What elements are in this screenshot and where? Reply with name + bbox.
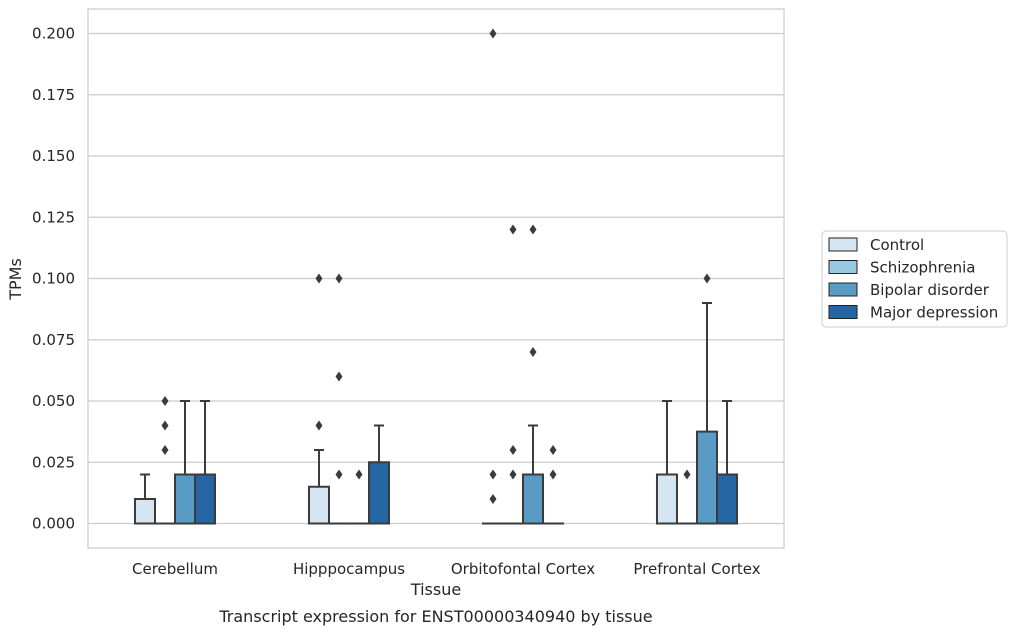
y-axis-title: TPMs [6, 258, 25, 301]
box [368, 461, 391, 525]
outlier-point [683, 469, 691, 480]
outlier-point [489, 469, 497, 480]
outlier-point [335, 371, 343, 382]
x-axis-title: Tissue [410, 580, 461, 599]
box-1-1 [327, 273, 350, 525]
y-tick-label: 0.200 [32, 25, 75, 43]
box-3-1 [675, 469, 698, 525]
x-tick-label: Orbitofontal Cortex [451, 560, 595, 578]
outlier-point [529, 347, 537, 357]
outlier-point [529, 224, 537, 235]
chart-caption: Transcript expression for ENST0000034094… [218, 607, 652, 626]
outlier-point [489, 494, 497, 504]
outlier-point [509, 445, 517, 455]
outlier-point [549, 445, 557, 455]
legend-swatch [828, 237, 858, 252]
legend-swatch [828, 305, 858, 319]
box [522, 473, 545, 525]
box-2-2 [522, 224, 545, 525]
outlier-point [161, 396, 169, 406]
box-0-2 [174, 400, 197, 525]
legend-label: Bipolar disorder [870, 281, 990, 299]
x-tick-label: Cerebellum [132, 560, 218, 578]
y-tick-label: 0.125 [32, 208, 75, 226]
x-tick-label: Hipppocampus [293, 560, 405, 578]
outlier-point [315, 420, 323, 431]
box [174, 473, 197, 525]
box-1-0 [307, 273, 330, 525]
box-3-3 [716, 400, 739, 525]
box-2-0 [481, 28, 504, 525]
x-tick-label: Prefrontal Cortex [633, 560, 760, 578]
box [696, 430, 719, 525]
box-3-2 [696, 273, 719, 525]
outlier-point [489, 28, 497, 39]
legend-label: Control [870, 236, 924, 254]
outlier-point [161, 420, 169, 431]
outlier-point [549, 469, 557, 480]
gridlines [88, 32, 784, 525]
y-tick-label: 0.025 [32, 453, 75, 471]
outlier-point [509, 469, 517, 480]
boxes [133, 28, 739, 525]
plot-frame [87, 8, 785, 549]
box [307, 485, 330, 525]
y-tick-label: 0.075 [32, 331, 75, 349]
legend-frame [821, 230, 1008, 328]
legend-swatch [828, 260, 858, 274]
y-tick-label: 0.175 [32, 86, 75, 104]
outlier-point [335, 273, 343, 284]
outlier-point [161, 445, 169, 455]
box-0-3 [194, 400, 217, 525]
y-tick-label: 0.100 [32, 270, 75, 288]
box [194, 473, 217, 525]
y-tick-label: 0.000 [32, 515, 75, 533]
legend-label: Major depression [870, 304, 998, 322]
legend: Control Schizophrenia Bipolar disorder Majo… [821, 230, 1008, 328]
outlier-point [315, 273, 323, 284]
box-2-1 [501, 224, 524, 525]
box-1-3 [368, 424, 391, 525]
legend-label: Schizophrenia [870, 259, 975, 277]
outlier-point [509, 224, 517, 235]
box [133, 498, 156, 525]
box-2-3 [542, 445, 565, 525]
outlier-point [355, 469, 363, 480]
box-3-0 [655, 400, 678, 525]
y-axis-ticks: 0.000 0.025 0.050 0.075 0.100 0.125 0.150 0.175… [32, 25, 75, 533]
outlier-point [335, 469, 343, 480]
box-0-1 [153, 396, 177, 525]
legend-swatch [828, 282, 858, 297]
x-axis-ticks: Cerebellum Hipppocampus Orbitofontal Corte… [132, 560, 761, 578]
box-1-2 [348, 469, 371, 525]
box [655, 473, 678, 525]
y-tick-label: 0.050 [32, 392, 75, 410]
outlier-point [703, 273, 711, 284]
box [716, 473, 739, 525]
box-0-0 [133, 473, 156, 525]
y-tick-label: 0.150 [32, 147, 75, 165]
